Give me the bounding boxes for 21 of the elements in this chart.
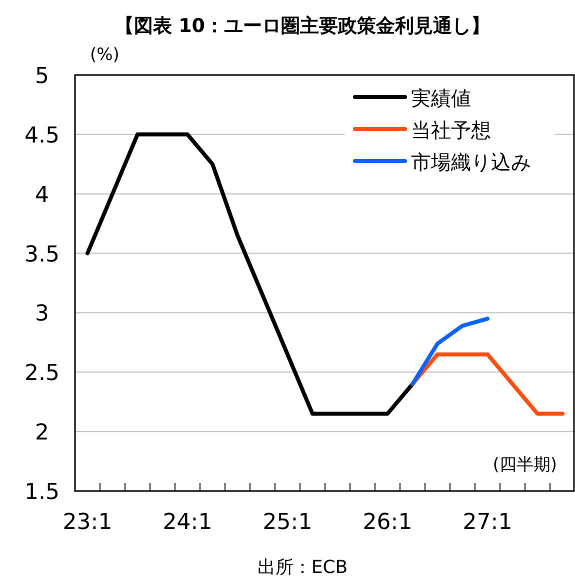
line-series	[410, 316, 490, 386]
x-axis-title: (四半期)	[492, 455, 557, 475]
y-tick-label: 3.5	[24, 242, 60, 268]
chart-title: 【図表 10：ユーロ圏主要政策金利見通し】	[114, 15, 490, 37]
y-tick-label: 4	[35, 182, 49, 208]
y-axis-title: (%)	[90, 45, 120, 65]
y-tick-label: 2.5	[24, 361, 60, 386]
x-tick-label: 26:1	[362, 510, 412, 535]
y-tick-label: 4.5	[24, 123, 60, 148]
legend-label: 実績値	[411, 86, 471, 110]
legend-label: 市場織り込み	[411, 150, 531, 174]
y-tick-label: 5	[35, 64, 49, 89]
text: 出所：ECB	[257, 557, 348, 578]
y-tick-label: 3	[35, 302, 49, 327]
x-tick-label: 24:1	[162, 510, 212, 535]
y-tick-label: 2	[35, 420, 49, 446]
legend-label: 当社予想	[411, 118, 491, 142]
x-tick-label: 23:1	[62, 510, 112, 535]
y-tick-label: 1.5	[24, 480, 60, 505]
x-tick-label: 27:1	[462, 510, 512, 535]
x-tick-label: 25:1	[262, 510, 312, 535]
